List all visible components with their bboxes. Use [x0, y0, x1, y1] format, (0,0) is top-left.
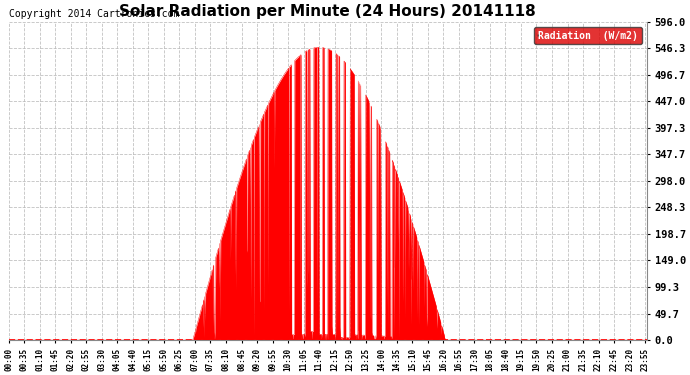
Title: Solar Radiation per Minute (24 Hours) 20141118: Solar Radiation per Minute (24 Hours) 20… — [119, 4, 536, 19]
Text: Copyright 2014 Cartronics.com: Copyright 2014 Cartronics.com — [9, 9, 179, 18]
Legend: Radiation  (W/m2): Radiation (W/m2) — [535, 27, 642, 44]
